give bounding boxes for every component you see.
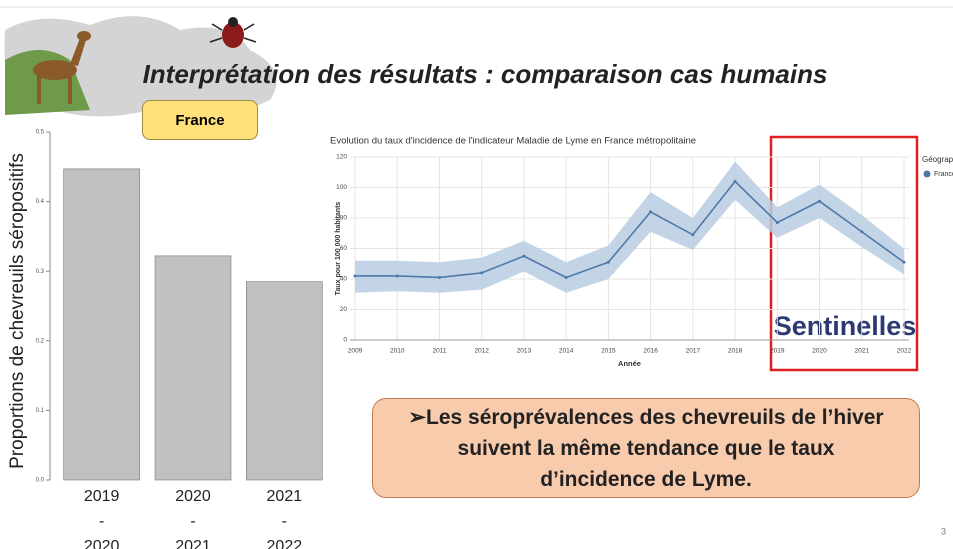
x-tick-label: 2010 bbox=[390, 348, 405, 355]
legend-label: France bbox=[934, 171, 953, 178]
legend-title: Géograp bbox=[922, 155, 953, 164]
x-tick-label: 2016 bbox=[643, 348, 658, 355]
x-tick-label: 2012 bbox=[474, 348, 489, 355]
logo: Sentinelles bbox=[774, 311, 917, 341]
x-tick-label: 2014 bbox=[559, 348, 574, 355]
point bbox=[818, 200, 821, 203]
point bbox=[438, 276, 441, 279]
y-tick-label: 0.5 bbox=[36, 130, 45, 136]
conclusion: ➢Les séroprévalences des chevreuils de l… bbox=[372, 398, 920, 498]
point bbox=[565, 276, 568, 279]
x-tick-label: 2020 - 2021 bbox=[171, 484, 215, 549]
slide: Interprétation des résultats : comparais… bbox=[0, 0, 953, 549]
confidence-band bbox=[355, 162, 904, 293]
point bbox=[776, 221, 779, 224]
point bbox=[734, 180, 737, 183]
x-tick-label: 2011 bbox=[432, 348, 446, 355]
point bbox=[396, 274, 399, 277]
x-axis-label: Année bbox=[618, 359, 641, 368]
y-tick-label: 0.4 bbox=[36, 199, 45, 205]
x-tick-label: 2013 bbox=[517, 348, 532, 355]
point bbox=[903, 261, 906, 264]
x-tick-label: 2018 bbox=[728, 348, 743, 355]
point bbox=[860, 230, 863, 233]
bar bbox=[155, 256, 231, 480]
point bbox=[480, 271, 483, 274]
y-axis-label: Proportions de chevreuils séropositifs bbox=[7, 153, 28, 469]
x-tick-label: 2021 - 2022 bbox=[262, 484, 306, 549]
y-tick-label: 0.2 bbox=[36, 338, 45, 344]
x-tick-label: 2019 - 2020 bbox=[80, 484, 124, 549]
x-tick-label: 2021 bbox=[855, 348, 870, 355]
x-tick-label: 2017 bbox=[686, 348, 701, 355]
y-tick-label: 100 bbox=[336, 184, 347, 191]
legend-swatch bbox=[924, 171, 931, 178]
y-tick-label: 0.3 bbox=[36, 269, 45, 275]
chart-title: Evolution du taux d'incidence de l'indic… bbox=[330, 136, 696, 147]
x-tick-label: 2015 bbox=[601, 348, 616, 355]
x-tick-label: 2020 bbox=[812, 348, 827, 355]
y-tick-label: 0.1 bbox=[36, 408, 45, 414]
point bbox=[649, 210, 652, 213]
y-tick-label: 0 bbox=[343, 337, 347, 344]
x-tick-label: 2019 bbox=[770, 348, 785, 355]
point bbox=[522, 255, 525, 258]
badge: France bbox=[142, 100, 258, 140]
page-number: 3 bbox=[941, 526, 946, 536]
y-tick-label: 0.0 bbox=[36, 478, 45, 484]
slide-title: Interprétation des résultats : comparais… bbox=[143, 59, 828, 89]
point bbox=[354, 274, 357, 277]
y-tick-label: 20 bbox=[340, 306, 348, 313]
y-tick-label: 120 bbox=[336, 154, 347, 161]
point bbox=[607, 261, 610, 264]
bar bbox=[246, 282, 322, 480]
x-tick-label: 2009 bbox=[348, 348, 363, 355]
x-tick-label: 2022 bbox=[897, 348, 912, 355]
y-axis-label: Taux pour 100 000 habitants bbox=[335, 202, 342, 296]
bar bbox=[64, 169, 140, 480]
point bbox=[691, 233, 694, 236]
